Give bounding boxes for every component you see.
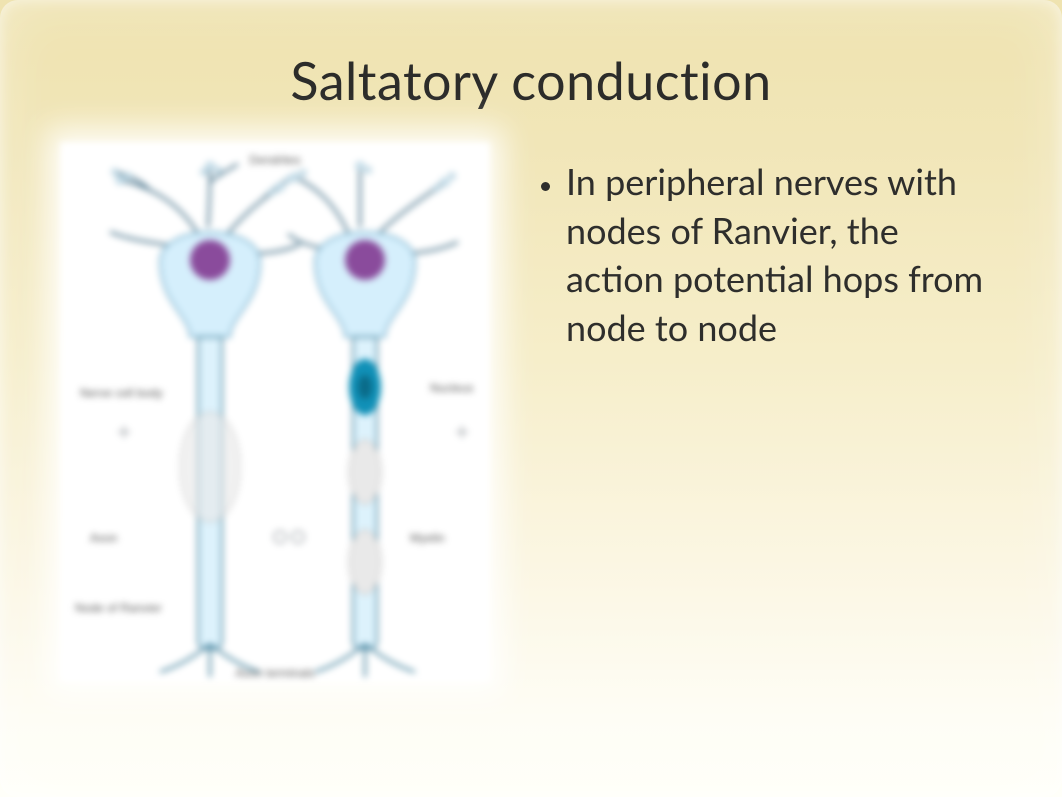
slide: Saltatory conduction Dendrites [0,0,1062,797]
neuron-figure: Dendrites [60,142,490,682]
label-myelin: Myelin [410,531,445,545]
text-column: In peripheral nerves with nodes of Ranvi… [530,142,1002,351]
label-cellbody: Nerve cell body [80,386,163,400]
slide-body: Dendrites [60,142,1002,682]
label-node: Node of Ranvier [75,601,162,615]
left-nucleus [190,240,230,280]
right-myelin [349,359,381,594]
label-nucleus: Nucleus [430,381,473,395]
label-dendrites: Dendrites [249,153,300,167]
slide-title: Saltatory conduction [60,50,1002,112]
bullet-list: In peripheral nerves with nodes of Ranvi… [530,157,1002,351]
bullet-item: In peripheral nerves with nodes of Ranvi… [566,157,1002,351]
right-nucleus [345,240,385,280]
ion-markers [118,426,468,543]
label-terminals: Axon terminals [235,666,314,680]
left-outline [180,412,240,522]
right-terminals [315,644,415,677]
label-axon: Axon [90,531,117,545]
